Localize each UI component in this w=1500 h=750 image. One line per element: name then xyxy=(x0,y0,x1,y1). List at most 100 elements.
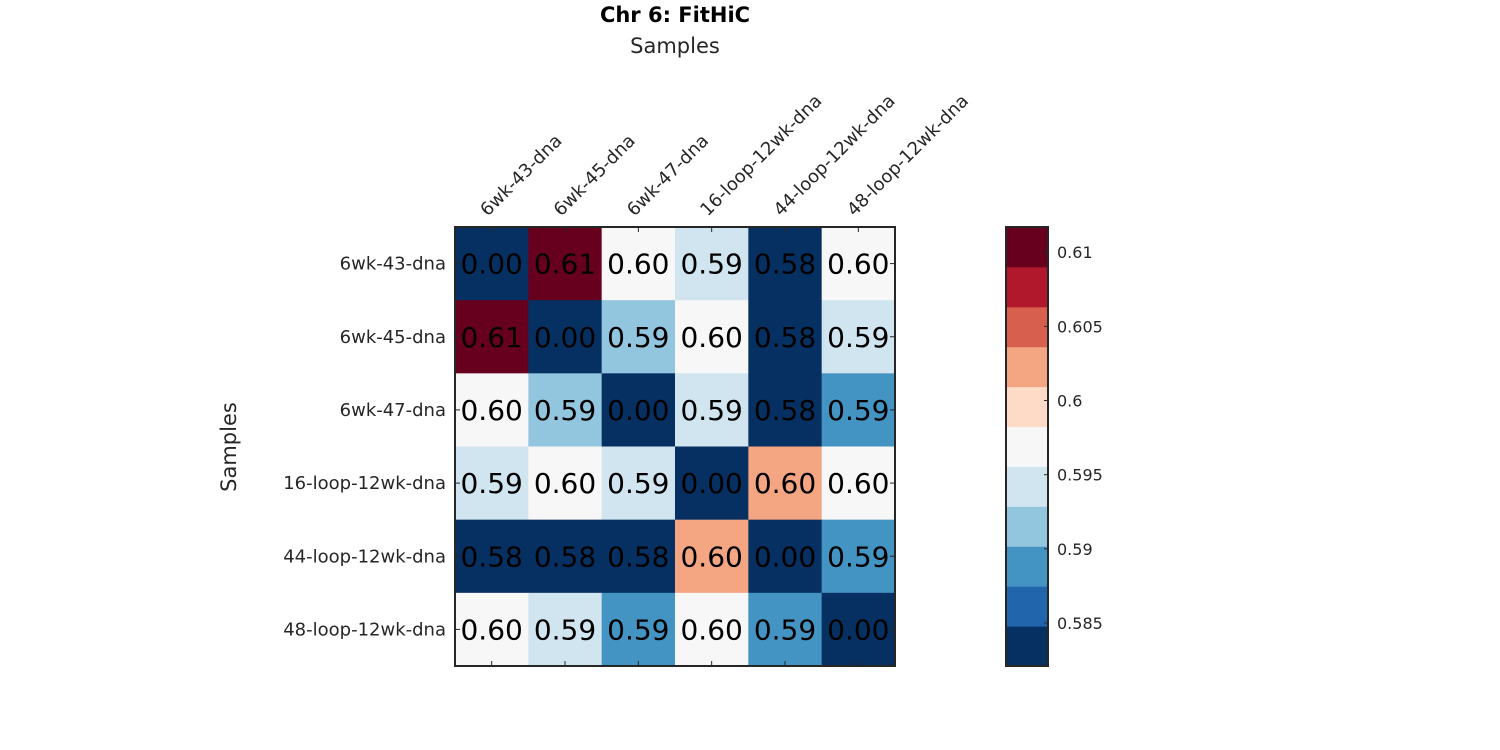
heatmap-cell-label: 0.60 xyxy=(827,467,889,500)
colorbar-band xyxy=(1006,506,1048,547)
heatmap-cell xyxy=(821,519,896,594)
colorbar-band xyxy=(1006,306,1048,348)
colorbar: 0.585 0.59 0.595 0.6 0.605 0.61 xyxy=(1005,226,1103,667)
y-tick-label: 6wk-47-dna xyxy=(340,400,446,421)
heatmap-cell-label: 0.59 xyxy=(827,540,889,573)
heatmap-cell-label: 0.58 xyxy=(607,540,669,573)
heatmap-cell-label: 0.58 xyxy=(754,248,816,281)
heatmap-cell xyxy=(821,446,896,521)
colorbar-band xyxy=(1006,346,1048,388)
heatmap-cell-label: 0.59 xyxy=(534,394,596,427)
heatmap-cell-label: 0.59 xyxy=(534,613,596,646)
colorbar-tick-label: 0.605 xyxy=(1057,317,1103,336)
heatmap-cell-label: 0.58 xyxy=(754,321,816,354)
heatmap-cell xyxy=(601,300,676,374)
heatmap-cell-label: 0.59 xyxy=(754,613,816,646)
colorbar-tick-label: 0.6 xyxy=(1057,392,1082,411)
heatmap-cell xyxy=(455,519,529,594)
colorbar-tick-label: 0.595 xyxy=(1057,466,1103,485)
heatmap-cell-label: 0.00 xyxy=(607,394,669,427)
colorbar-frame xyxy=(1005,226,1049,667)
heatmap-cell-label: 0.58 xyxy=(534,540,596,573)
heatmap-cell xyxy=(455,446,529,521)
heatmap-cell xyxy=(748,300,823,374)
heatmap-cell-label: 0.60 xyxy=(680,540,742,573)
heatmap-cell xyxy=(675,446,749,521)
heatmap-cell xyxy=(601,592,676,667)
heatmap-cell xyxy=(455,592,529,667)
colorbar-band xyxy=(1006,546,1048,587)
heatmap-cell xyxy=(748,227,823,301)
colorbar-band xyxy=(1006,426,1048,467)
heatmap-cell-label: 0.59 xyxy=(680,394,742,427)
heatmap-frame xyxy=(454,226,896,667)
colorbar-band xyxy=(1006,626,1048,667)
heatmap-cell-label: 0.59 xyxy=(460,467,522,500)
heatmap-cell xyxy=(821,373,896,447)
chart-title: Chr 6: FitHiC xyxy=(600,3,750,27)
y-axis-label: Samples xyxy=(217,402,241,492)
heatmap-cell-label: 0.00 xyxy=(460,248,522,281)
heatmap-cell-label: 0.00 xyxy=(827,613,889,646)
x-tick-label: 44-loop-12wk-dna xyxy=(770,91,900,221)
heatmap-cell-label: 0.60 xyxy=(460,613,522,646)
heatmap-cell-label: 0.60 xyxy=(460,394,522,427)
colorbar-tick-label: 0.59 xyxy=(1057,540,1093,559)
heatmap-cell-label: 0.61 xyxy=(460,321,522,354)
colorbar-band xyxy=(1006,466,1048,507)
heatmap-cell-label: 0.59 xyxy=(827,394,889,427)
heatmap-cell-label: 0.60 xyxy=(534,467,596,500)
heatmap-cell-label: 0.58 xyxy=(460,540,522,573)
heatmap-cell-label: 0.00 xyxy=(534,321,596,354)
heatmap-cell-label: 0.60 xyxy=(680,321,742,354)
heatmap-cell xyxy=(821,592,896,667)
heatmap-cell xyxy=(675,227,749,301)
heatmap-cell xyxy=(455,227,529,301)
heatmap-cell-label: 0.59 xyxy=(607,613,669,646)
heatmap-cell xyxy=(675,519,749,594)
heatmap-cell xyxy=(528,446,603,521)
heatmap-cell-label: 0.59 xyxy=(607,321,669,354)
heatmap-cell xyxy=(528,592,603,667)
heatmap-cells xyxy=(455,227,896,667)
heatmap-cell xyxy=(748,446,823,521)
heatmap-cell-label: 0.00 xyxy=(754,540,816,573)
heatmap-cell xyxy=(455,373,529,447)
heatmap-cell-labels: 0.00 0.61 0.60 0.59 0.58 0.60 0.61 0.00 0.59 0.60… xyxy=(460,248,889,647)
heatmap-cell xyxy=(675,300,749,374)
heatmap-cell xyxy=(748,592,823,667)
heatmap-cell-label: 0.60 xyxy=(607,248,669,281)
heatmap-cell-label: 0.58 xyxy=(754,394,816,427)
heatmap-cell xyxy=(528,519,603,594)
colorbar-tick-label: 0.585 xyxy=(1057,614,1103,633)
heatmap-cell-label: 0.60 xyxy=(754,467,816,500)
heatmap-cell-label: 0.59 xyxy=(827,321,889,354)
heatmap-cell xyxy=(821,300,896,374)
x-tick-label: 48-loop-12wk-dna xyxy=(843,91,973,221)
x-tick-label: 16-loop-12wk-dna xyxy=(696,91,826,221)
y-tick-label: 6wk-43-dna xyxy=(340,254,446,275)
heatmap-cell xyxy=(601,227,676,301)
heatmap-cell-label: 0.60 xyxy=(827,248,889,281)
heatmap-cell xyxy=(748,519,823,594)
colorbar-tick-label: 0.61 xyxy=(1057,243,1093,262)
heatmap-cell-label: 0.59 xyxy=(680,248,742,281)
x-tick-labels: 6wk-43-dna6wk-45-dna6wk-47-dna16-loop-12… xyxy=(476,91,973,221)
heatmap-cell xyxy=(528,300,603,374)
colorbar-band xyxy=(1006,586,1048,627)
heatmap-cell xyxy=(601,373,676,447)
heatmap-cell xyxy=(748,373,823,447)
heatmap-cell-label: 0.59 xyxy=(607,467,669,500)
y-tick-label: 44-loop-12wk-dna xyxy=(283,546,446,567)
colorbar-band xyxy=(1006,266,1048,308)
y-tick-label: 6wk-45-dna xyxy=(340,327,446,348)
colorbar-band xyxy=(1006,227,1048,268)
heatmap-cell-label: 0.60 xyxy=(680,613,742,646)
heatmap-cell xyxy=(455,300,529,374)
x-axis-label: Samples xyxy=(630,34,720,58)
y-tick-label: 16-loop-12wk-dna xyxy=(283,473,446,494)
heatmap-cell xyxy=(675,592,749,667)
heatmap-cell xyxy=(601,446,676,521)
heatmap-cell xyxy=(821,227,896,301)
